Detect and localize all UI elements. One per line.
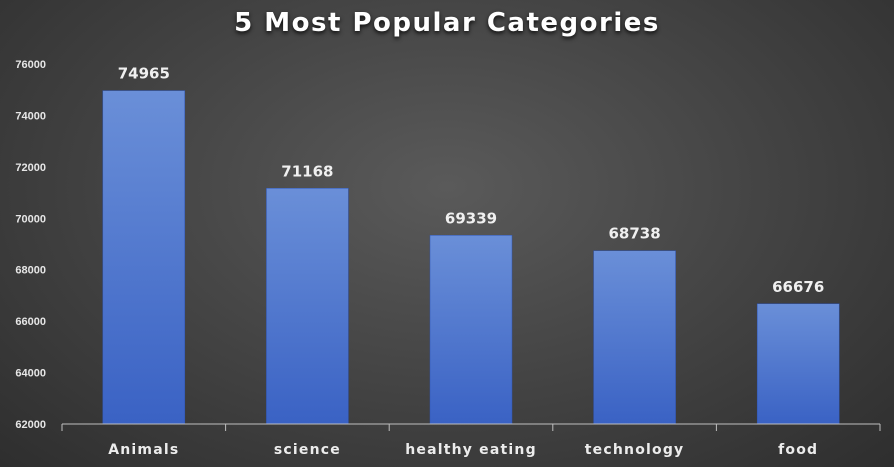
category-label: healthy eating: [405, 442, 537, 458]
y-tick-label: 68000: [15, 265, 46, 277]
category-labels: Animals science healthy eating technology fo…: [108, 442, 818, 458]
bar: [266, 188, 349, 425]
bar: [102, 90, 186, 425]
bar: [429, 235, 513, 425]
data-label: 74965: [118, 65, 170, 83]
y-tick-label: 72000: [15, 162, 46, 174]
y-tick-label: 64000: [15, 368, 46, 380]
y-tick-label: 62000: [15, 419, 46, 431]
bar: [756, 303, 840, 425]
category-label: science: [274, 442, 341, 458]
category-label: Animals: [108, 442, 179, 458]
x-axis: [61, 423, 881, 431]
bar: [593, 250, 676, 425]
category-label: technology: [585, 442, 685, 458]
data-label: 68738: [609, 225, 661, 243]
y-tick-label: 76000: [15, 59, 46, 71]
data-label: 71168: [281, 162, 333, 180]
data-labels: 74965 71168 69339 68738 66676: [118, 65, 825, 296]
y-tick-label: 74000: [15, 110, 46, 122]
y-axis-ticks: 62000 64000 66000 68000 70000 72000 74000 76000: [15, 59, 46, 431]
y-tick-label: 66000: [15, 316, 46, 328]
category-label: food: [778, 442, 818, 458]
bars: [102, 90, 840, 425]
chart-title: 5 Most Popular Categories: [234, 8, 660, 38]
data-label: 66676: [772, 278, 824, 296]
data-label: 69339: [445, 209, 497, 227]
y-tick-label: 70000: [15, 213, 46, 225]
